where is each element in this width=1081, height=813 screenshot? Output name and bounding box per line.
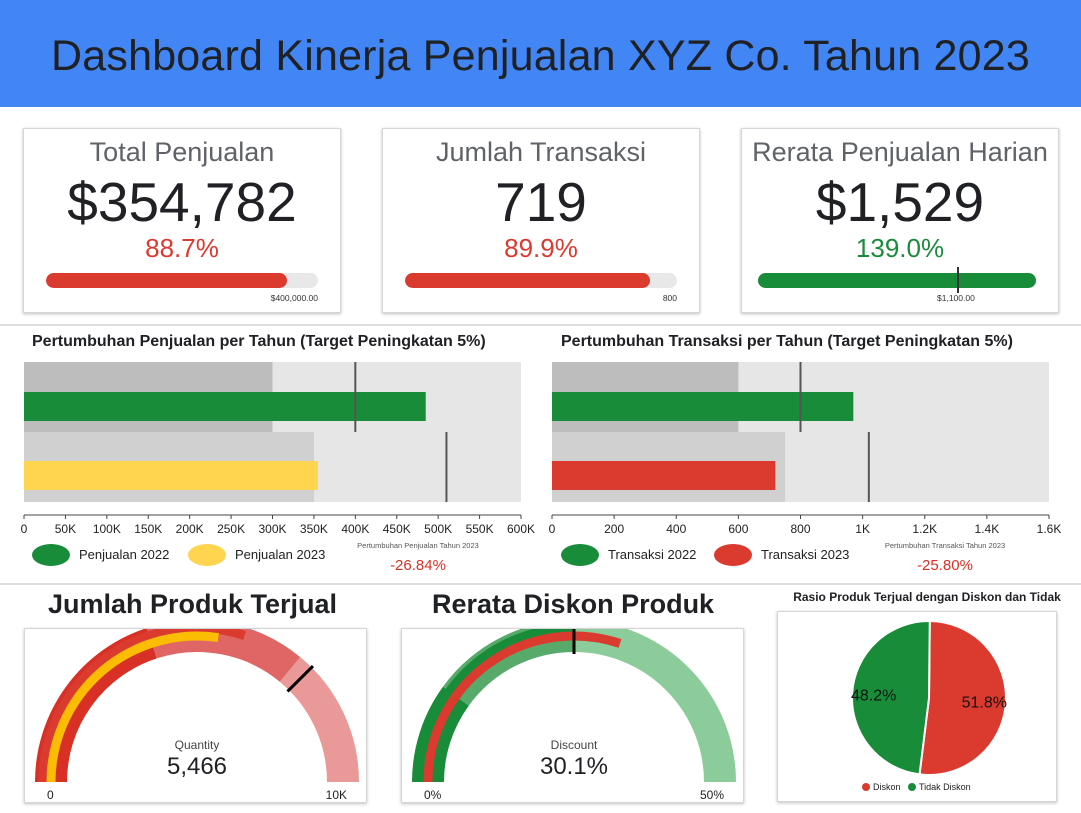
x-tick-label: 600K	[507, 522, 535, 536]
x-tick-label: 0	[549, 522, 556, 536]
x-tick-label: 0	[21, 522, 28, 536]
gauge-card-diskon: Discount 30.1% 0% 50%	[401, 628, 744, 803]
growth-delta: -25.80%	[917, 557, 973, 574]
pie-legend-label: Tidak Diskon	[919, 782, 971, 792]
legend-swatch	[32, 544, 70, 566]
x-tick-label: 600	[728, 522, 748, 536]
bullet-bar	[24, 461, 318, 490]
section-divider	[0, 583, 1081, 585]
gauge-band	[279, 657, 359, 783]
kpi-progress-track	[405, 273, 677, 288]
x-tick-label: 550K	[466, 522, 494, 536]
kpi-label: Jumlah Transaksi	[435, 137, 647, 167]
kpi-percent: 88.7%	[145, 233, 219, 263]
kpi-target-label: 800	[662, 293, 677, 303]
growth-delta: -26.84%	[390, 557, 446, 574]
kpi-progress-fill	[405, 273, 650, 288]
pie-slice-label: 48.2%	[851, 687, 896, 704]
pie-title: Rasio Produk Terjual dengan Diskon dan T…	[793, 590, 1061, 604]
legend-swatch	[561, 544, 599, 566]
kpi-value: $354,782	[67, 171, 297, 233]
kpi-percent: 89.9%	[504, 233, 578, 263]
x-tick-label: 350K	[300, 522, 328, 536]
x-tick-label: 200K	[176, 522, 204, 536]
x-tick-label: 50K	[55, 522, 76, 536]
kpi-label: Total Penjualan	[89, 137, 275, 167]
legend-swatch	[714, 544, 752, 566]
gauge-title-diskon: Rerata Diskon Produk	[432, 589, 715, 619]
kpi-progress-fill	[46, 273, 288, 288]
dashboard-header: Dashboard Kinerja Penjualan XYZ Co. Tahu…	[0, 0, 1081, 107]
gauge-value: 30.1%	[540, 753, 608, 780]
x-tick-label: 250K	[217, 522, 245, 536]
gauge-comparison-arc	[415, 629, 575, 783]
x-tick-label: 800	[790, 522, 810, 536]
gauge-value-arc	[46, 631, 219, 783]
kpi-label: Rerata Penjualan Harian	[752, 137, 1048, 167]
pie-slice-label: 51.8%	[962, 695, 1007, 712]
pie-chart-diskon: 51.8% 48.2% Diskon Tidak Diskon	[851, 619, 1007, 792]
kpi-card-rerata-penjualan-harian: Rerata Penjualan Harian $1,529 139.0% $1…	[741, 128, 1059, 313]
x-tick-label: 1.4K	[975, 522, 1000, 536]
x-tick-label: 500K	[424, 522, 452, 536]
x-tick-label: 150K	[134, 522, 162, 536]
x-tick-label: 100K	[93, 522, 121, 536]
gauge-caption: Quantity	[175, 738, 220, 752]
chart-title-transaksi: Pertumbuhan Transaksi per Tahun (Target …	[561, 333, 1013, 350]
pie-slice	[851, 620, 931, 776]
gauge-value: 5,466	[167, 753, 227, 780]
pie-legend-swatch	[908, 783, 916, 791]
gauge-max-label: 50%	[700, 788, 724, 802]
bullet-chart-transaksi: 0 200 400 600 800 1K 1.2K 1.4K 1.6K Transaksi 202…	[549, 362, 1062, 574]
gauge-title-produk: Jumlah Produk Terjual	[48, 589, 338, 619]
gauge-min-label: 0%	[424, 788, 442, 802]
x-tick-label: 200	[604, 522, 624, 536]
pie-card: 51.8% 48.2% Diskon Tidak Diskon	[777, 611, 1057, 802]
x-tick-label: 400K	[341, 522, 369, 536]
kpi-card-total-penjualan: Total Penjualan $354,782 88.7% $400,000.…	[23, 128, 341, 313]
kpi-target-label: $400,000.00	[270, 293, 318, 303]
gauge-comparison-arc	[38, 629, 246, 783]
legend-label: Transaksi 2023	[761, 547, 849, 562]
legend-label: Penjualan 2023	[235, 547, 325, 562]
growth-caption: Pertumbuhan Penjualan Tahun 2023	[357, 541, 479, 550]
pie-legend-swatch	[862, 783, 870, 791]
x-tick-label: 300K	[258, 522, 286, 536]
legend-label: Penjualan 2022	[79, 547, 169, 562]
kpi-card-jumlah-transaksi: Jumlah Transaksi 719 89.9% 800	[382, 128, 700, 313]
bullet-bar	[552, 392, 854, 421]
x-tick-label: 1K	[855, 522, 870, 536]
kpi-target-label: $1,100.00	[937, 293, 975, 303]
gauge-min-label: 0	[47, 788, 54, 802]
gauge-caption: Discount	[551, 738, 598, 752]
x-tick-label: 1.2K	[912, 522, 937, 536]
gauge-value-arc	[423, 631, 622, 783]
legend-label: Transaksi 2022	[608, 547, 696, 562]
dashboard-title: Dashboard Kinerja Penjualan XYZ Co. Tahu…	[51, 32, 1030, 80]
growth-caption: Pertumbuhan Transaksi Tahun 2023	[885, 541, 1005, 550]
bullet-bar	[24, 392, 426, 421]
gauge-max-label: 10K	[326, 788, 347, 802]
bullet-chart-penjualan: 0 50K 100K 150K 200K 250K 300K 350K 400K 450K 500K…	[21, 362, 535, 574]
pie-slice	[918, 619, 1007, 776]
x-tick-label: 450K	[383, 522, 411, 536]
kpi-target-marker	[957, 267, 959, 293]
gauge-target-marker	[286, 664, 315, 693]
chart-title-penjualan: Pertumbuhan Penjualan per Tahun (Target …	[32, 333, 486, 350]
x-tick-label: 400	[666, 522, 686, 536]
kpi-progress-track	[46, 273, 318, 288]
legend-swatch	[188, 544, 226, 566]
bullet-bar	[552, 461, 776, 490]
kpi-value: $1,529	[815, 171, 985, 233]
kpi-percent: 139.0%	[855, 233, 945, 263]
pie-legend-label: Diskon	[873, 782, 901, 792]
kpi-progress-track	[758, 267, 1036, 293]
x-tick-label: 1.6K	[1037, 522, 1062, 536]
section-divider	[0, 324, 1081, 326]
kpi-progress-fill	[758, 273, 1036, 288]
gauge-card-produk: Quantity 5,466 0 10K	[24, 628, 367, 803]
kpi-value: 719	[495, 171, 587, 233]
